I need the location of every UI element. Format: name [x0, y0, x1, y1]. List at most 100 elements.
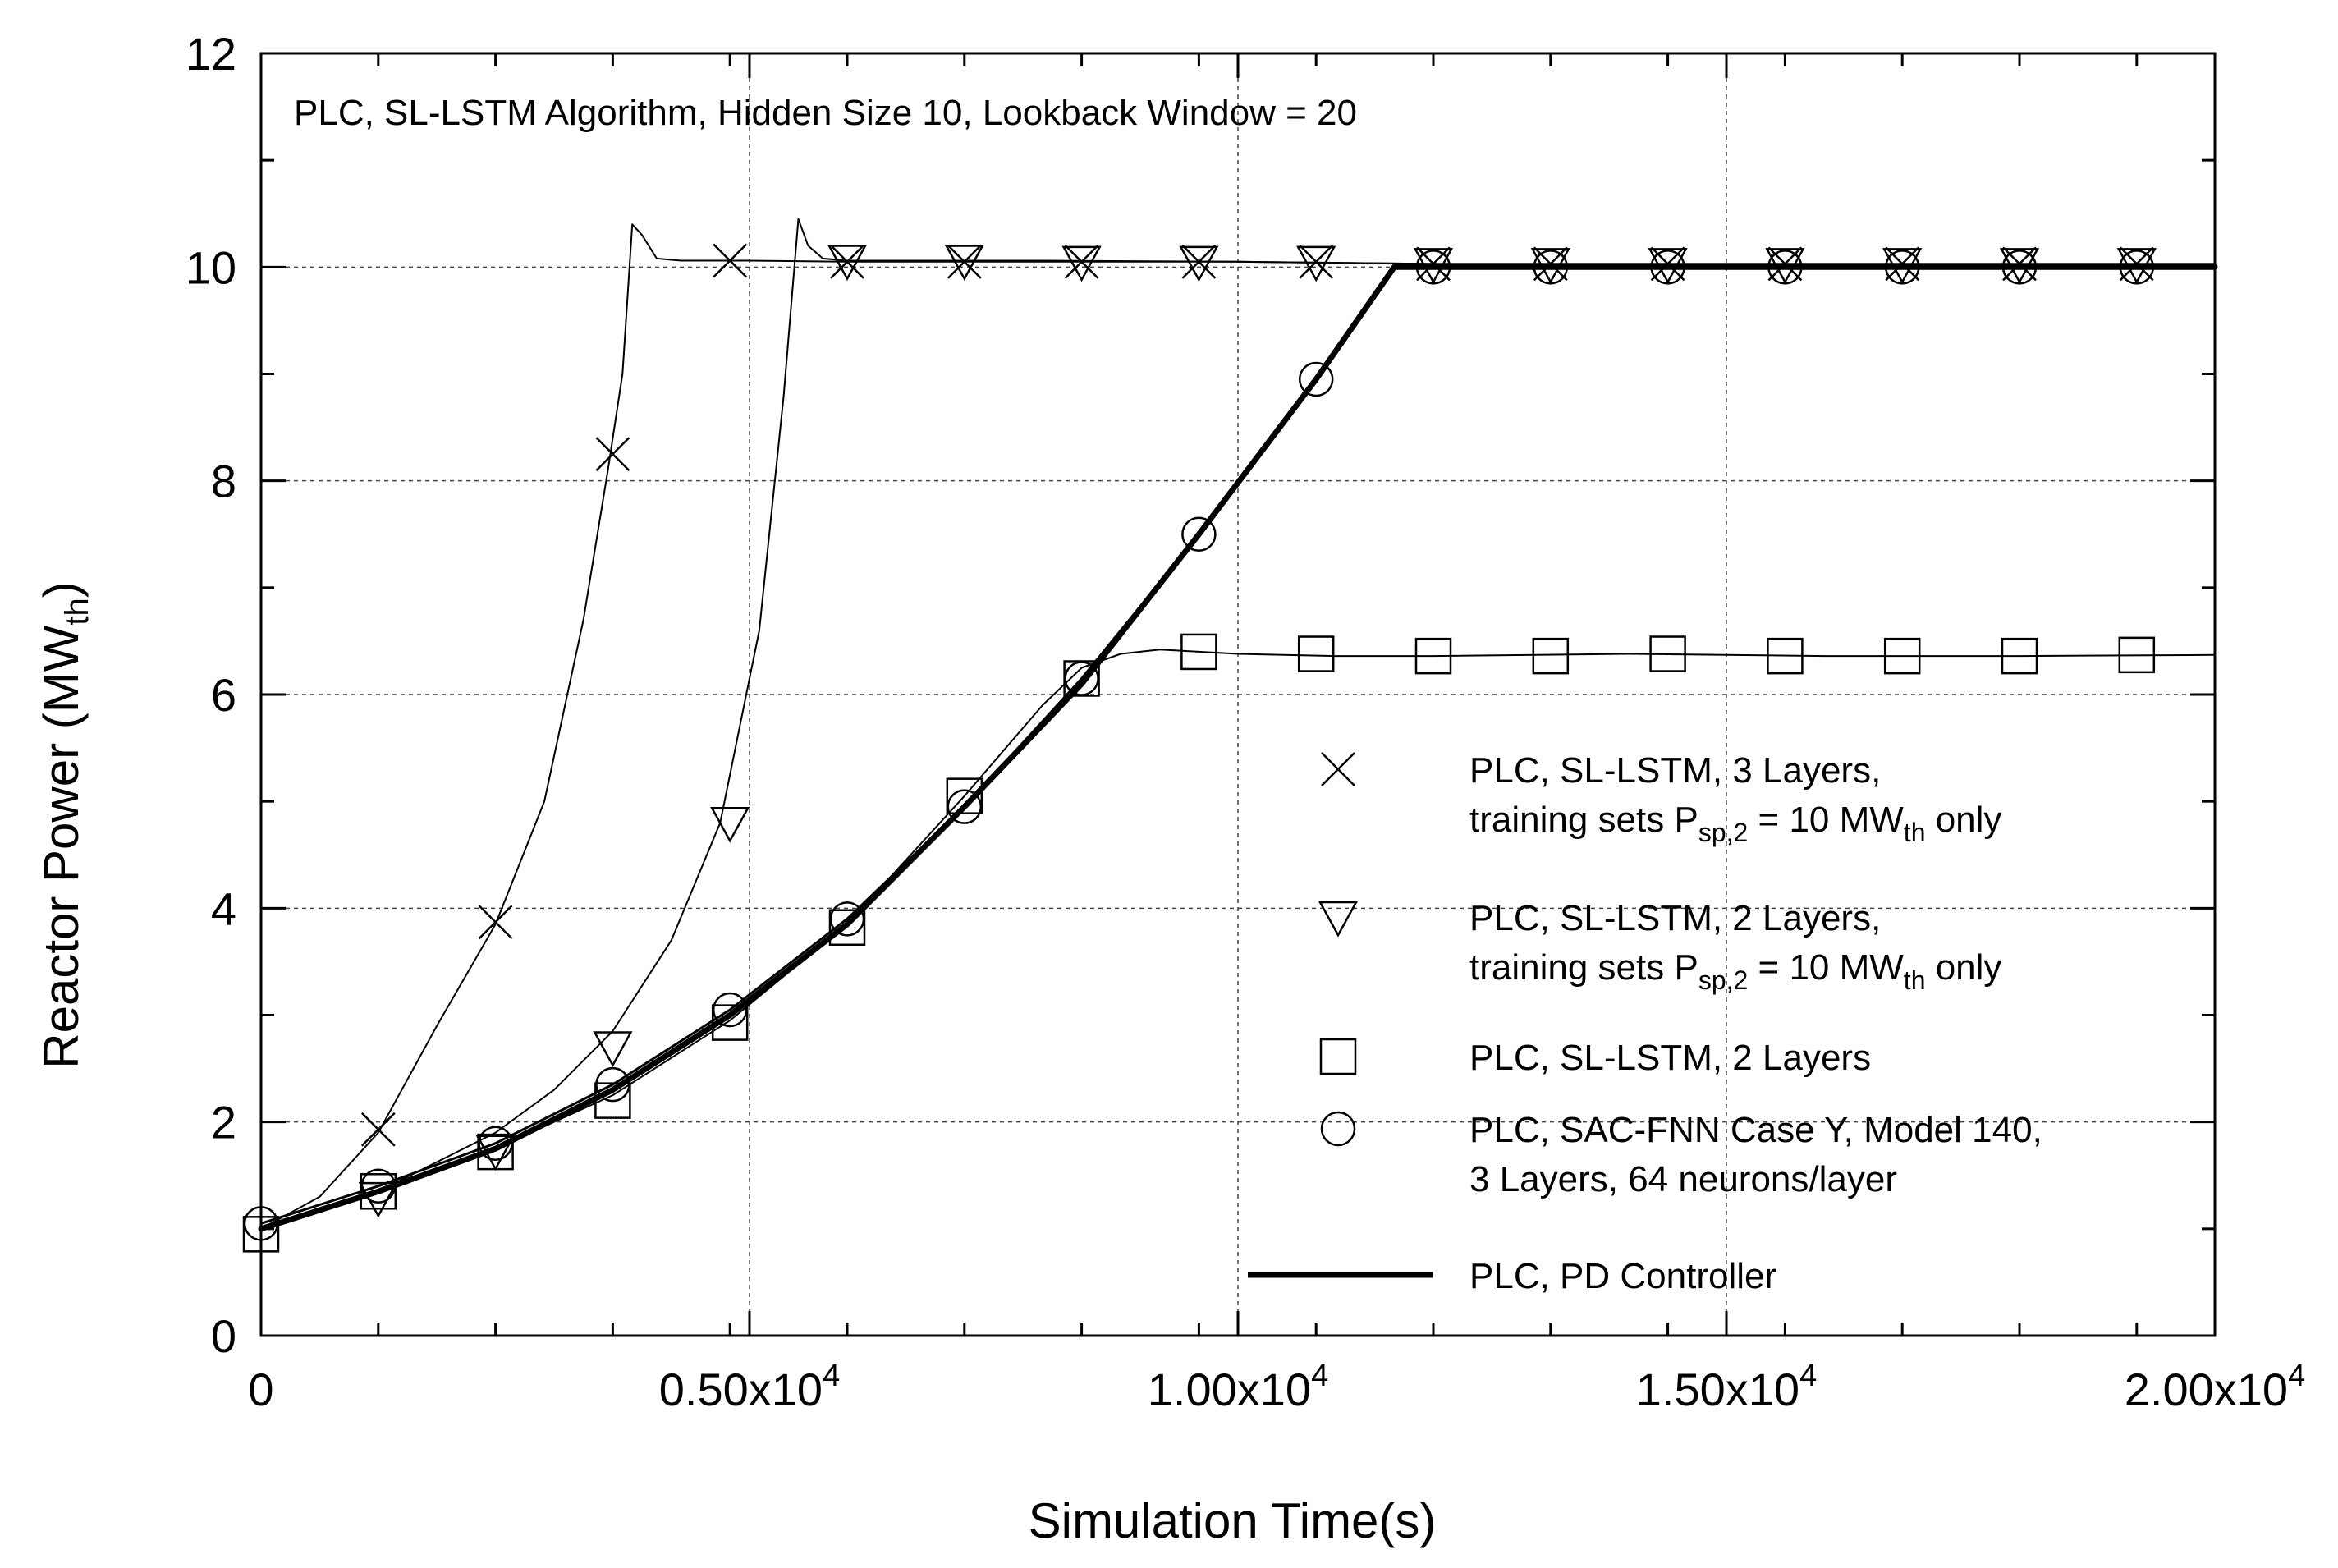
legend-symbol-square — [1319, 1038, 1357, 1075]
series-1-marker — [1767, 246, 1803, 282]
series-2-marker — [1999, 248, 2040, 285]
y-tick-label: 12 — [186, 28, 236, 80]
x-tick-label-exponent: 4 — [1311, 1359, 1328, 1393]
x-tick-label-exponent: 4 — [2288, 1359, 2305, 1393]
series-2-marker — [944, 245, 984, 282]
x-tick-label: 1.50x104 — [1636, 1359, 1817, 1415]
legend-label-part: th — [1904, 818, 1926, 847]
legend-label: PLC, PD Controller — [1469, 1256, 1776, 1296]
legend-label-part: th — [1904, 965, 1926, 995]
y-tick-label: 6 — [211, 669, 236, 721]
series-2-marker — [1882, 248, 1923, 285]
series-4-marker — [1533, 250, 1569, 285]
series-1-marker — [595, 437, 630, 472]
series-2-marker — [1296, 245, 1336, 282]
series-1-marker — [1299, 244, 1334, 279]
series-1-marker — [1416, 246, 1451, 282]
series-2-marker — [1648, 248, 1688, 285]
legend-label-line2: training sets Psp,2 = 10 MWth only — [1469, 947, 2001, 995]
series-3-marker — [2001, 637, 2038, 675]
series-3-marker — [711, 1004, 749, 1041]
legend-label-line2: training sets Psp,2 = 10 MWth only — [1469, 800, 2001, 847]
series-1-marker — [830, 244, 864, 279]
series-1-marker — [947, 244, 982, 279]
series-4-marker — [829, 901, 865, 937]
marker-group — [242, 243, 2157, 1253]
series-3-marker — [594, 1082, 631, 1119]
legend-label: PLC, SL-LSTM, 3 Layers, — [1469, 750, 1881, 791]
series-1-marker — [360, 1112, 396, 1147]
series-line-5 — [258, 264, 2218, 1232]
x-tick-label-mantissa: 0.50x10 — [659, 1364, 823, 1415]
series-4-marker — [478, 1126, 513, 1161]
series-3-marker — [1414, 637, 1452, 675]
series-3-marker — [828, 909, 866, 947]
series-3-marker — [1180, 633, 1217, 671]
series-1-marker — [1650, 246, 1685, 282]
series-4-marker — [1298, 361, 1334, 397]
series-3-marker — [1297, 635, 1335, 672]
series-2-marker — [1179, 245, 1219, 282]
x-tick-label-exponent: 4 — [823, 1359, 840, 1393]
series-4-marker — [1181, 516, 1217, 552]
x-axis-title: Simulation Time(s) — [1029, 1493, 1437, 1548]
series-1-marker — [1064, 244, 1099, 279]
x-tick-label-exponent: 4 — [1799, 1359, 1817, 1393]
y-axis-title-sub: th — [59, 598, 95, 625]
legend-label-part: 3 Layers, 64 neurons/layer — [1469, 1159, 1897, 1199]
series-4-marker — [947, 789, 983, 824]
legend-symbol-circle — [1320, 1111, 1356, 1147]
axis-ticks — [259, 52, 2217, 1337]
series-4-marker — [1884, 250, 1920, 285]
series-4-marker — [1415, 250, 1451, 285]
series-2-marker — [1061, 245, 1102, 282]
x-tick-label: 1.00x104 — [1148, 1359, 1328, 1415]
x-tick-label-mantissa: 1.00x10 — [1148, 1364, 1311, 1415]
series-4-marker — [2001, 250, 2038, 285]
y-tick-label: 8 — [211, 456, 236, 507]
series-1-marker — [1181, 244, 1217, 279]
series-1-marker — [1533, 246, 1568, 282]
legend-label: PLC, SL-LSTM, 2 Layers — [1469, 1038, 1871, 1078]
y-axis-title-end: ) — [34, 581, 89, 598]
series-4-marker — [360, 1168, 397, 1204]
legend-label-part: sp,2 — [1698, 965, 1748, 995]
x-tick-label-mantissa: 0 — [248, 1364, 273, 1415]
series-1-marker — [2002, 246, 2037, 282]
legend-label-part: only — [1925, 947, 2001, 988]
legend-symbol-triangle-down — [1318, 901, 1359, 938]
series-3-marker — [1649, 635, 1686, 672]
legend-symbol-x — [1321, 752, 1355, 786]
legend-label-line2: 3 Layers, 64 neurons/layer — [1469, 1159, 1897, 1199]
legend-label-part: only — [1925, 800, 2001, 840]
legend-label-part: = 10 MW — [1748, 947, 1904, 988]
y-tick-label: 0 — [211, 1310, 236, 1362]
series-3-marker — [2118, 636, 2156, 674]
series-3-marker — [946, 777, 983, 814]
plot-annotation: PLC, SL-LSTM Algorithm, Hidden Size 10, … — [294, 93, 1357, 133]
series-4-marker — [1650, 250, 1685, 285]
series-3-marker — [360, 1173, 397, 1210]
legend-label-part: sp,2 — [1698, 818, 1748, 847]
series-4-marker — [1064, 661, 1099, 696]
series-2-marker — [1413, 248, 1454, 285]
series-2-marker — [593, 1031, 633, 1068]
series-2-marker — [710, 806, 750, 843]
y-tick-label: 2 — [211, 1097, 236, 1148]
series-1-marker — [2119, 246, 2154, 282]
series-4-marker — [712, 992, 748, 1028]
series-3-marker — [1883, 637, 1921, 675]
series-line-3 — [260, 649, 2216, 1230]
series-4-marker — [595, 1066, 630, 1103]
series-4-marker — [1767, 250, 1803, 285]
x-tick-label-mantissa: 2.00x10 — [2125, 1364, 2288, 1415]
legend-label-part: = 10 MW — [1748, 800, 1904, 840]
series-3-marker — [477, 1133, 514, 1171]
legend-label: PLC, SL-LSTM, 2 Layers, — [1469, 898, 1881, 938]
legend-label: PLC, SAC-FNN Case Y, Model 140, — [1469, 1110, 2042, 1150]
series-1-marker — [478, 905, 513, 940]
series-3-marker — [1767, 637, 1804, 675]
y-axis-title: Reactor Power (MWth) — [34, 581, 95, 1068]
